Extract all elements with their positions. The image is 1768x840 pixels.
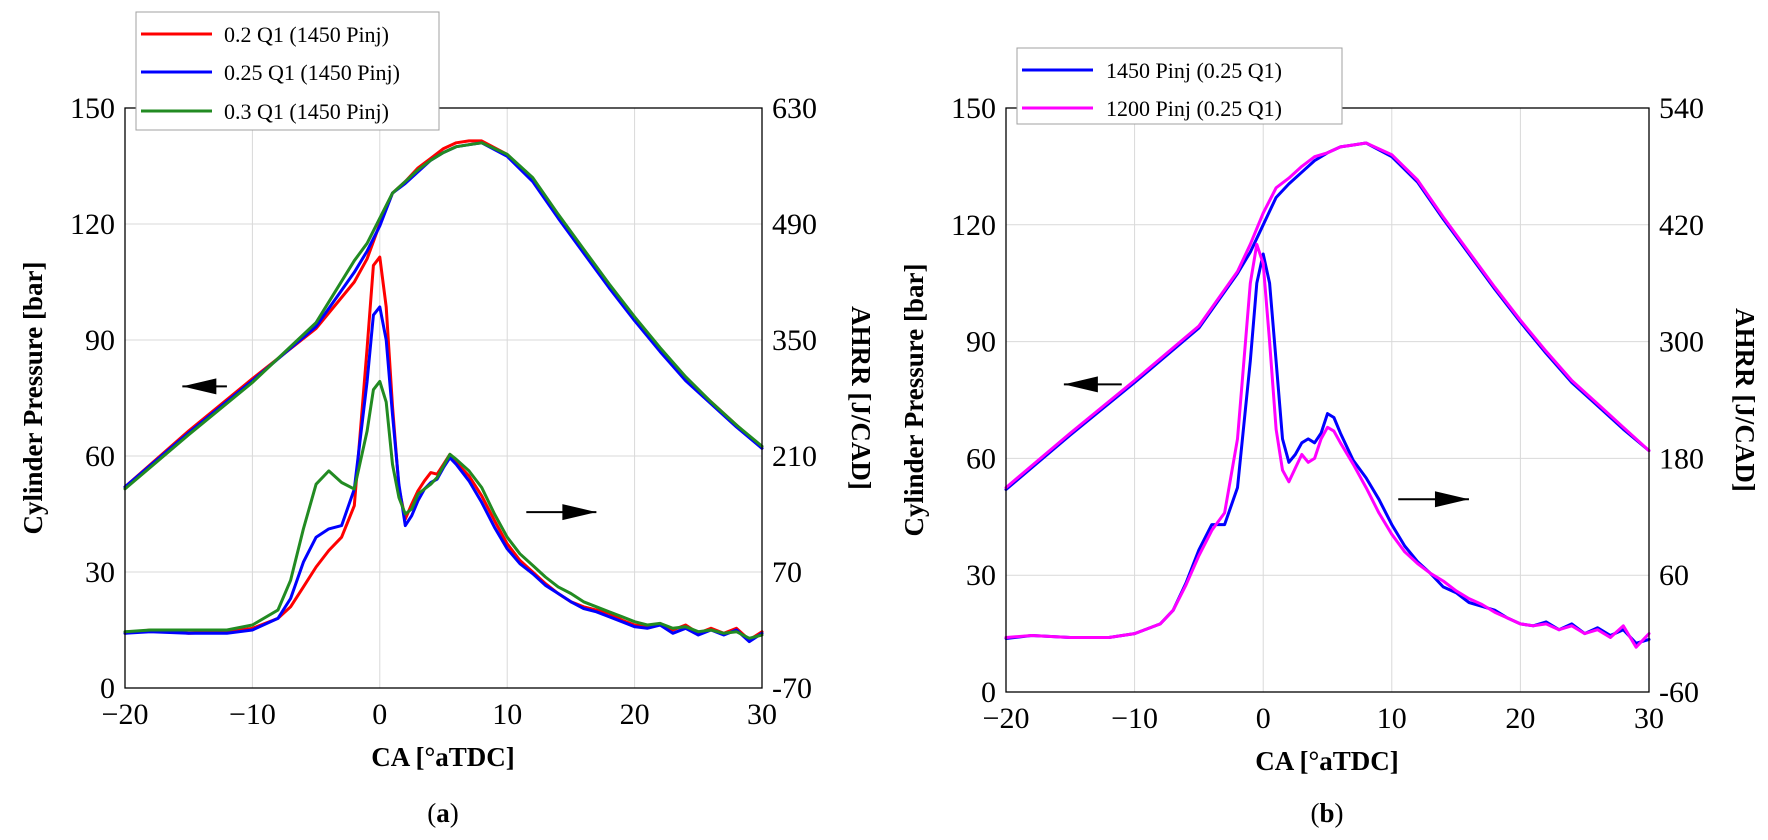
legend-item-a-0: 0.2 Q1 (1450 Pinj): [224, 22, 389, 47]
y-tick-label-left: 120: [70, 208, 115, 241]
x-tick-label: 20: [620, 698, 650, 731]
x-tick-label: −20: [983, 702, 1030, 735]
series-line-ahrr-2: [1004, 252, 1651, 645]
series-layer-a: [123, 139, 764, 644]
tick-labels-b: −20 −10 0 10 20 300306090120150-6060180300420…: [951, 92, 1704, 735]
y-tick-label-left: 90: [966, 326, 996, 359]
y-tick-label-left: 0: [100, 672, 115, 705]
y-tick-label-left: 150: [951, 92, 996, 125]
x-tick-label: −10: [1111, 702, 1158, 735]
x-tick-label: −20: [102, 698, 149, 731]
series-line-ahrr-3: [1004, 242, 1651, 649]
arrow-head-left: [182, 378, 217, 395]
y-tick-label-right: 70: [772, 556, 802, 589]
y-tick-label-left: 60: [966, 442, 996, 475]
y-tick-label-right: 180: [1659, 442, 1704, 475]
x-tick-label: −10: [229, 698, 276, 731]
grid-b: [1006, 108, 1649, 692]
legend-item-a-1: 0.25 Q1 (1450 Pinj): [224, 60, 400, 85]
y-tick-label-right: 60: [1659, 559, 1689, 592]
series-line-pressure-0: [123, 139, 764, 489]
arrow-head-right: [1434, 491, 1469, 508]
plot-frame-b: [1005, 107, 1650, 693]
legend-item-a-2: 0.3 Q1 (1450 Pinj): [224, 99, 389, 124]
panel-label-a: (a): [427, 798, 459, 828]
y-axis-label-left-a: Cylinder Pressure [bar]: [18, 262, 48, 535]
series-line-ahrr-5: [123, 379, 764, 640]
series-line-ahrr-4: [123, 305, 764, 644]
tick-labels-a: −20 −10 0 10 20 30 0 30 60 90 120 150 -70 70 210 350 490…: [70, 92, 817, 731]
x-tick-label: 10: [1377, 702, 1407, 735]
y-tick-label-left: 0: [981, 676, 996, 709]
x-axis-label-a: CA [°aTDC]: [371, 742, 515, 772]
legend-b: 1450 Pinj (0.25 Q1) 1200 Pinj (0.25 Q1): [1016, 47, 1343, 125]
series-layer-b: [1004, 141, 1651, 649]
axis-arrows-b: [1063, 376, 1469, 508]
y-tick-label-right: 630: [772, 92, 817, 125]
y-axis-label-right-b: AHRR [J/CAD]: [1730, 308, 1760, 492]
chart-panel-b: −20 −10 0 10 20 300306090120150-6060180300420…: [899, 47, 1760, 828]
y-tick-label-right: -60: [1659, 676, 1699, 709]
series-line-pressure-1: [1004, 141, 1651, 490]
x-tick-label: 10: [492, 698, 522, 731]
x-tick-label: 30: [747, 698, 777, 731]
y-tick-label-left: 30: [966, 559, 996, 592]
y-tick-label-right: 490: [772, 208, 817, 241]
y-tick-label-right: -70: [772, 672, 812, 705]
y-axis-label-left-b: Cylinder Pressure [bar]: [899, 264, 929, 537]
y-tick-label-left: 150: [70, 92, 115, 125]
y-tick-label-left: 90: [85, 324, 115, 357]
series-line-ahrr-3: [123, 255, 764, 642]
legend-box-b: [1016, 47, 1343, 125]
series-line-pressure-2: [123, 141, 764, 491]
arrow-head-left: [1063, 376, 1098, 393]
x-tick-label: 0: [1256, 702, 1271, 735]
y-axis-label-right-a: AHRR [J/CAD]: [846, 306, 876, 490]
legend-item-b-0: 1450 Pinj (0.25 Q1): [1106, 58, 1282, 83]
y-tick-label-left: 30: [85, 556, 115, 589]
y-tick-label-right: 210: [772, 440, 817, 473]
x-tick-label: 0: [372, 698, 387, 731]
y-tick-label-left: 120: [951, 209, 996, 242]
arrow-head-right: [562, 504, 597, 521]
chart-panel-a: −20 −10 0 10 20 30 0 30 60 90 120 150 -70 70 210 350 490…: [18, 11, 876, 828]
y-tick-label-right: 350: [772, 324, 817, 357]
x-tick-label: 20: [1505, 702, 1535, 735]
legend-a: 0.2 Q1 (1450 Pinj) 0.25 Q1 (1450 Pinj) 0…: [135, 11, 440, 131]
series-line-pressure-0: [1004, 141, 1651, 491]
panel-label-b: (b): [1310, 798, 1343, 828]
y-tick-label-right: 300: [1659, 326, 1704, 359]
y-tick-label-right: 420: [1659, 209, 1704, 242]
legend-item-b-1: 1200 Pinj (0.25 Q1): [1106, 96, 1282, 121]
axis-arrows-a: [182, 378, 597, 521]
grid-a: [125, 108, 762, 688]
y-tick-label-left: 60: [85, 440, 115, 473]
x-axis-label-b: CA [°aTDC]: [1255, 746, 1399, 776]
plot-frame-a: [124, 107, 763, 689]
series-line-pressure-1: [123, 141, 764, 489]
y-tick-label-right: 540: [1659, 92, 1704, 125]
x-tick-label: 30: [1634, 702, 1664, 735]
